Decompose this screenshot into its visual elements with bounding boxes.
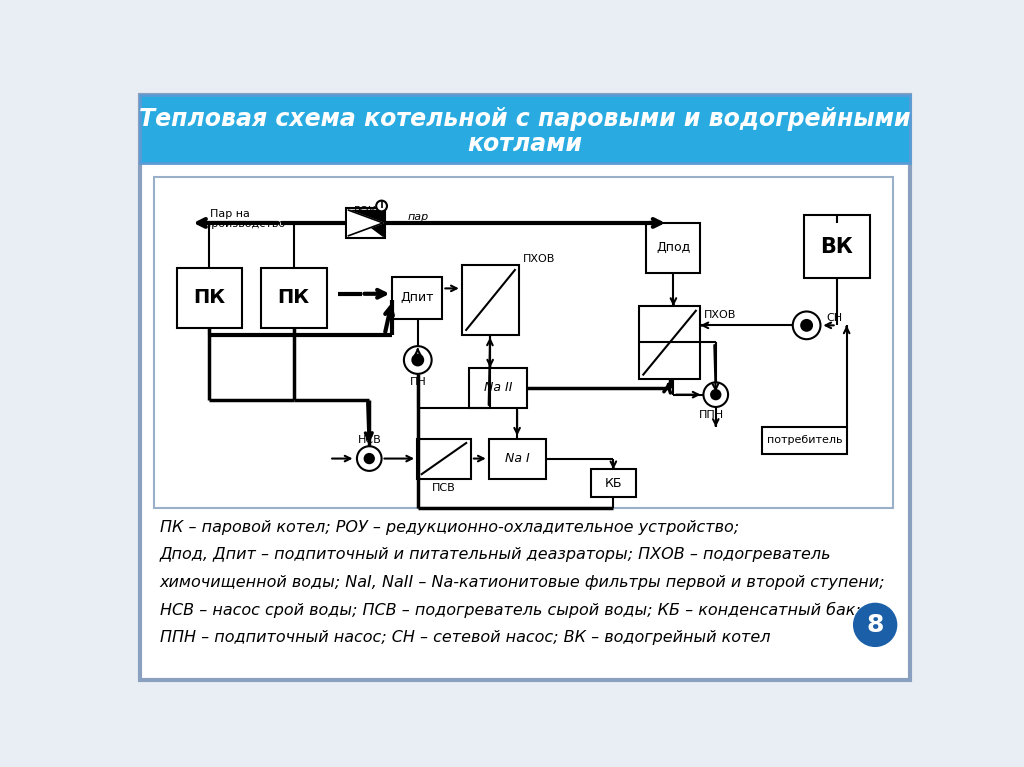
Text: НСВ: НСВ (357, 435, 381, 445)
Text: потребитель: потребитель (767, 435, 842, 445)
Text: производство: производство (205, 219, 286, 229)
Text: 8: 8 (866, 613, 884, 637)
Circle shape (376, 201, 387, 212)
Text: ПК: ПК (278, 288, 310, 307)
Bar (261, 268, 327, 328)
Text: ПК: ПК (194, 288, 225, 307)
Circle shape (801, 320, 812, 331)
Text: СН: СН (826, 313, 843, 323)
Circle shape (413, 354, 423, 365)
Bar (639, 306, 700, 379)
Circle shape (403, 346, 432, 374)
Text: Дпод: Дпод (656, 241, 690, 254)
Bar (392, 277, 442, 319)
Bar (591, 469, 636, 497)
Circle shape (854, 604, 896, 646)
Bar (762, 427, 847, 454)
Text: Дпод, Дпит – подпиточный и питательный деазраторы; ПХОВ – подогреватель: Дпод, Дпит – подпиточный и питательный д… (160, 548, 831, 562)
Circle shape (365, 454, 374, 463)
Text: Na II: Na II (483, 381, 512, 394)
Circle shape (703, 382, 728, 407)
Bar (462, 265, 519, 334)
Bar (154, 176, 893, 508)
Bar (646, 223, 700, 273)
Polygon shape (348, 210, 383, 236)
Text: пар: пар (408, 212, 429, 222)
Text: Тепловая схема котельной с паровыми и водогрейными: Тепловая схема котельной с паровыми и во… (139, 107, 910, 131)
Text: ПН: ПН (410, 377, 426, 387)
Bar (346, 209, 385, 238)
Circle shape (793, 311, 820, 339)
Text: химочищенной воды; NaI, NaII – Na-катионитовые фильтры первой и второй ступени;: химочищенной воды; NaI, NaII – Na-катион… (160, 575, 886, 590)
Text: Пар на: Пар на (210, 209, 250, 219)
Text: ППН: ППН (699, 410, 724, 420)
Circle shape (357, 446, 382, 471)
Text: ПХОВ: ПХОВ (523, 254, 556, 264)
Text: котлами: котлами (467, 133, 583, 156)
Text: ППН – подпиточный насос; СН – сетевой насос; ВК – водогрейный котел: ППН – подпиточный насос; СН – сетевой на… (160, 630, 770, 646)
Bar (469, 367, 527, 408)
Polygon shape (348, 210, 383, 236)
Bar (488, 439, 547, 479)
Text: Дпит: Дпит (400, 291, 434, 304)
Text: ВК: ВК (820, 237, 853, 257)
Circle shape (711, 390, 720, 400)
Bar (177, 268, 243, 328)
Bar (417, 439, 471, 479)
Text: ПХОВ: ПХОВ (705, 311, 736, 321)
Text: КБ: КБ (604, 477, 623, 489)
Text: Na I: Na I (505, 452, 529, 465)
Text: НСВ – насос срой воды; ПСВ – подогреватель сырой воды; КБ – конденсатный бак;: НСВ – насос срой воды; ПСВ – подогревате… (160, 602, 860, 618)
Text: ПСВ: ПСВ (432, 482, 456, 493)
Bar (804, 216, 869, 278)
Text: РОУ: РОУ (354, 206, 377, 216)
Bar (140, 95, 909, 163)
Text: ПК – паровой котел; РОУ – редукционно-охладительное устройство;: ПК – паровой котел; РОУ – редукционно-ох… (160, 519, 739, 535)
